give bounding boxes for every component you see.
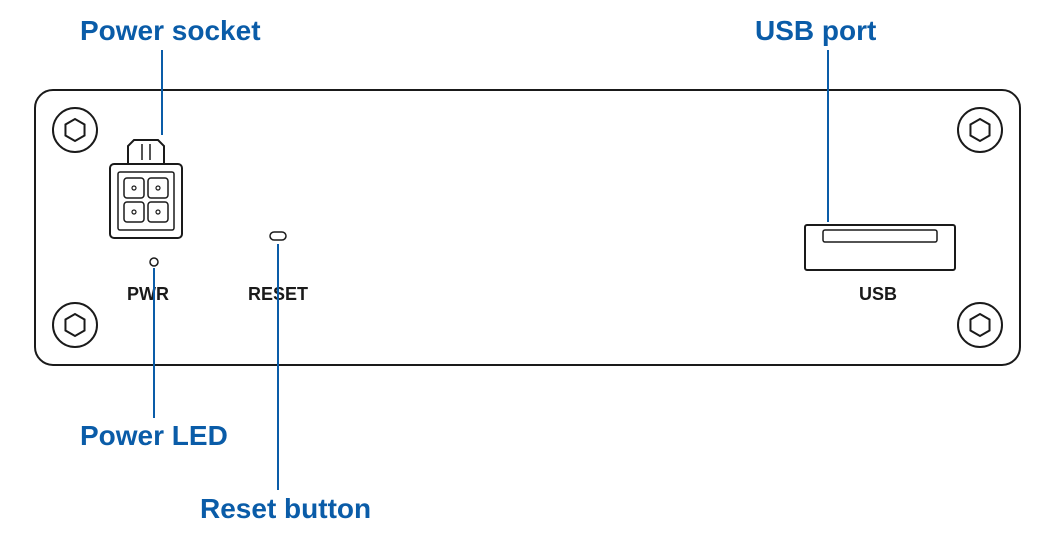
screw-hex-0	[65, 119, 84, 141]
panel-label-pwr: PWR	[127, 284, 169, 304]
reset-button-icon	[270, 232, 286, 240]
power-socket-pin-0	[124, 178, 144, 198]
panel-label-usb: USB	[859, 284, 897, 304]
device-panel-diagram: PWRRESETUSBPower socketUSB portPower LED…	[0, 0, 1055, 545]
power-socket-clip	[128, 140, 164, 164]
usb-port-outer	[805, 225, 955, 270]
diagram-svg: PWRRESETUSBPower socketUSB portPower LED…	[0, 0, 1055, 545]
power-socket-pin-dot-2	[132, 210, 136, 214]
power-led-icon	[150, 258, 158, 266]
power-socket-pin-2	[124, 202, 144, 222]
callout-label-power_led: Power LED	[80, 420, 228, 451]
power-socket-pin-dot-1	[156, 186, 160, 190]
power-socket-pin-1	[148, 178, 168, 198]
usb-port-inner	[823, 230, 937, 242]
screw-outer-1	[958, 108, 1002, 152]
screw-outer-2	[53, 303, 97, 347]
power-socket-pin-3	[148, 202, 168, 222]
callout-label-power_socket: Power socket	[80, 15, 261, 46]
screw-hex-1	[970, 119, 989, 141]
power-socket-body	[110, 164, 182, 238]
screw-outer-0	[53, 108, 97, 152]
power-socket-pin-dot-3	[156, 210, 160, 214]
screw-outer-3	[958, 303, 1002, 347]
power-socket-pin-dot-0	[132, 186, 136, 190]
screw-hex-2	[65, 314, 84, 336]
callout-label-reset_button: Reset button	[200, 493, 371, 524]
callout-label-usb_port: USB port	[755, 15, 876, 46]
screw-hex-3	[970, 314, 989, 336]
